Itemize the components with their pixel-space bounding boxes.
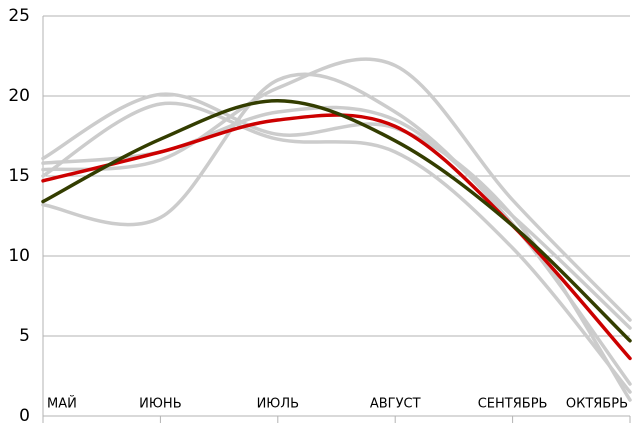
y-tick-label: 10 — [8, 246, 30, 266]
x-tick-label: ИЮНЬ — [139, 397, 181, 412]
x-tick-label: СЕНТЯБРЬ — [478, 397, 548, 412]
series-line — [41, 101, 632, 394]
series-line — [41, 57, 632, 322]
y-tick-label: 20 — [8, 86, 30, 106]
series-line — [41, 113, 632, 361]
series-line — [41, 72, 632, 386]
series-line — [41, 92, 632, 402]
x-tick-label: ОКТЯБРЬ — [566, 397, 628, 412]
x-tick-label: АВГУСТ — [370, 397, 421, 412]
y-tick-label: 0 — [19, 406, 30, 426]
x-tick-label: МАЙ — [47, 396, 77, 412]
x-tick-label: ИЮЛЬ — [257, 397, 299, 412]
y-tick-label: 5 — [19, 326, 30, 346]
y-tick-label: 25 — [8, 6, 30, 26]
series-line — [41, 99, 632, 343]
y-tick-label: 15 — [8, 166, 30, 186]
